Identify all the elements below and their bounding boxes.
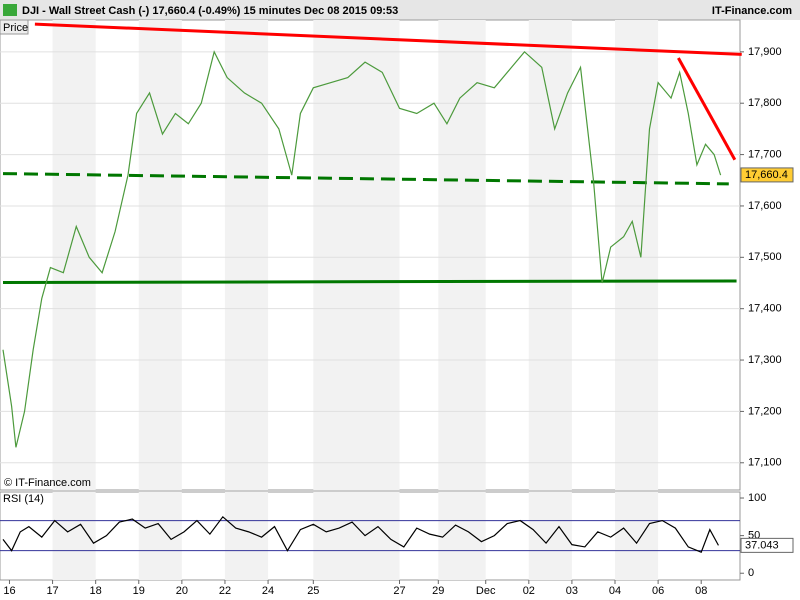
y-tick-label: 17,800 (748, 97, 782, 109)
day-band (615, 20, 659, 490)
x-tick-label: 16 (3, 585, 15, 597)
last-value-label: 37.043 (745, 539, 779, 551)
x-tick-label: 22 (219, 585, 231, 597)
x-tick-label: 02 (523, 585, 535, 597)
y-tick-label: 100 (748, 492, 766, 504)
last-value-box (740, 167, 794, 183)
header-bar (0, 0, 800, 20)
series-line (2, 50, 722, 448)
header-icon (3, 4, 17, 16)
trend-line (677, 57, 737, 161)
y-tick-label: 17,900 (748, 46, 782, 58)
x-tick-label: 06 (652, 585, 664, 597)
day-band (224, 20, 269, 490)
chart-title: DJI - Wall Street Cash (-) 17,660.4 (-0.… (22, 5, 398, 17)
trend-line (34, 22, 742, 56)
x-tick-label: 03 (566, 585, 578, 597)
day-band (138, 492, 182, 580)
y-tick-label: 17,500 (748, 251, 782, 263)
day-band (438, 492, 486, 580)
day-band (224, 492, 269, 580)
day-band (438, 20, 486, 490)
y-tick-label: 0 (748, 567, 754, 579)
y-tick-label: 17,200 (748, 405, 782, 417)
x-tick-label: 29 (432, 585, 444, 597)
day-band (52, 20, 96, 490)
x-tick-label: 04 (609, 585, 621, 597)
day-band (528, 492, 572, 580)
last-value-box (740, 537, 794, 553)
day-band (138, 20, 182, 490)
copyright: © IT-Finance.com (4, 477, 91, 489)
x-tick-label: 08 (695, 585, 707, 597)
y-tick-label: 17,100 (748, 457, 782, 469)
panel-label: RSI (14) (3, 493, 44, 505)
series-line (2, 515, 719, 553)
trend-line (2, 279, 737, 284)
y-tick-label: 17,400 (748, 303, 782, 315)
y-tick-label: 17,700 (748, 148, 782, 160)
y-tick-label: 17,600 (748, 200, 782, 212)
x-tick-label: 25 (307, 585, 319, 597)
trend-line (2, 172, 729, 186)
panel-label-box (0, 19, 29, 35)
x-tick-label: 24 (262, 585, 274, 597)
last-value-label: 17,660.4 (745, 169, 788, 181)
x-tick-label: Dec (476, 585, 496, 597)
panel-label: Price (3, 22, 28, 34)
day-band (313, 492, 400, 580)
x-tick-label: 20 (176, 585, 188, 597)
day-band (313, 20, 400, 490)
day-band (528, 20, 572, 490)
brand: IT-Finance.com (712, 5, 792, 17)
x-tick-label: 27 (393, 585, 405, 597)
x-tick-label: 19 (133, 585, 145, 597)
y-tick-label: 17,300 (748, 354, 782, 366)
x-tick-label: 17 (46, 585, 58, 597)
x-tick-label: 18 (90, 585, 102, 597)
day-band (615, 492, 659, 580)
